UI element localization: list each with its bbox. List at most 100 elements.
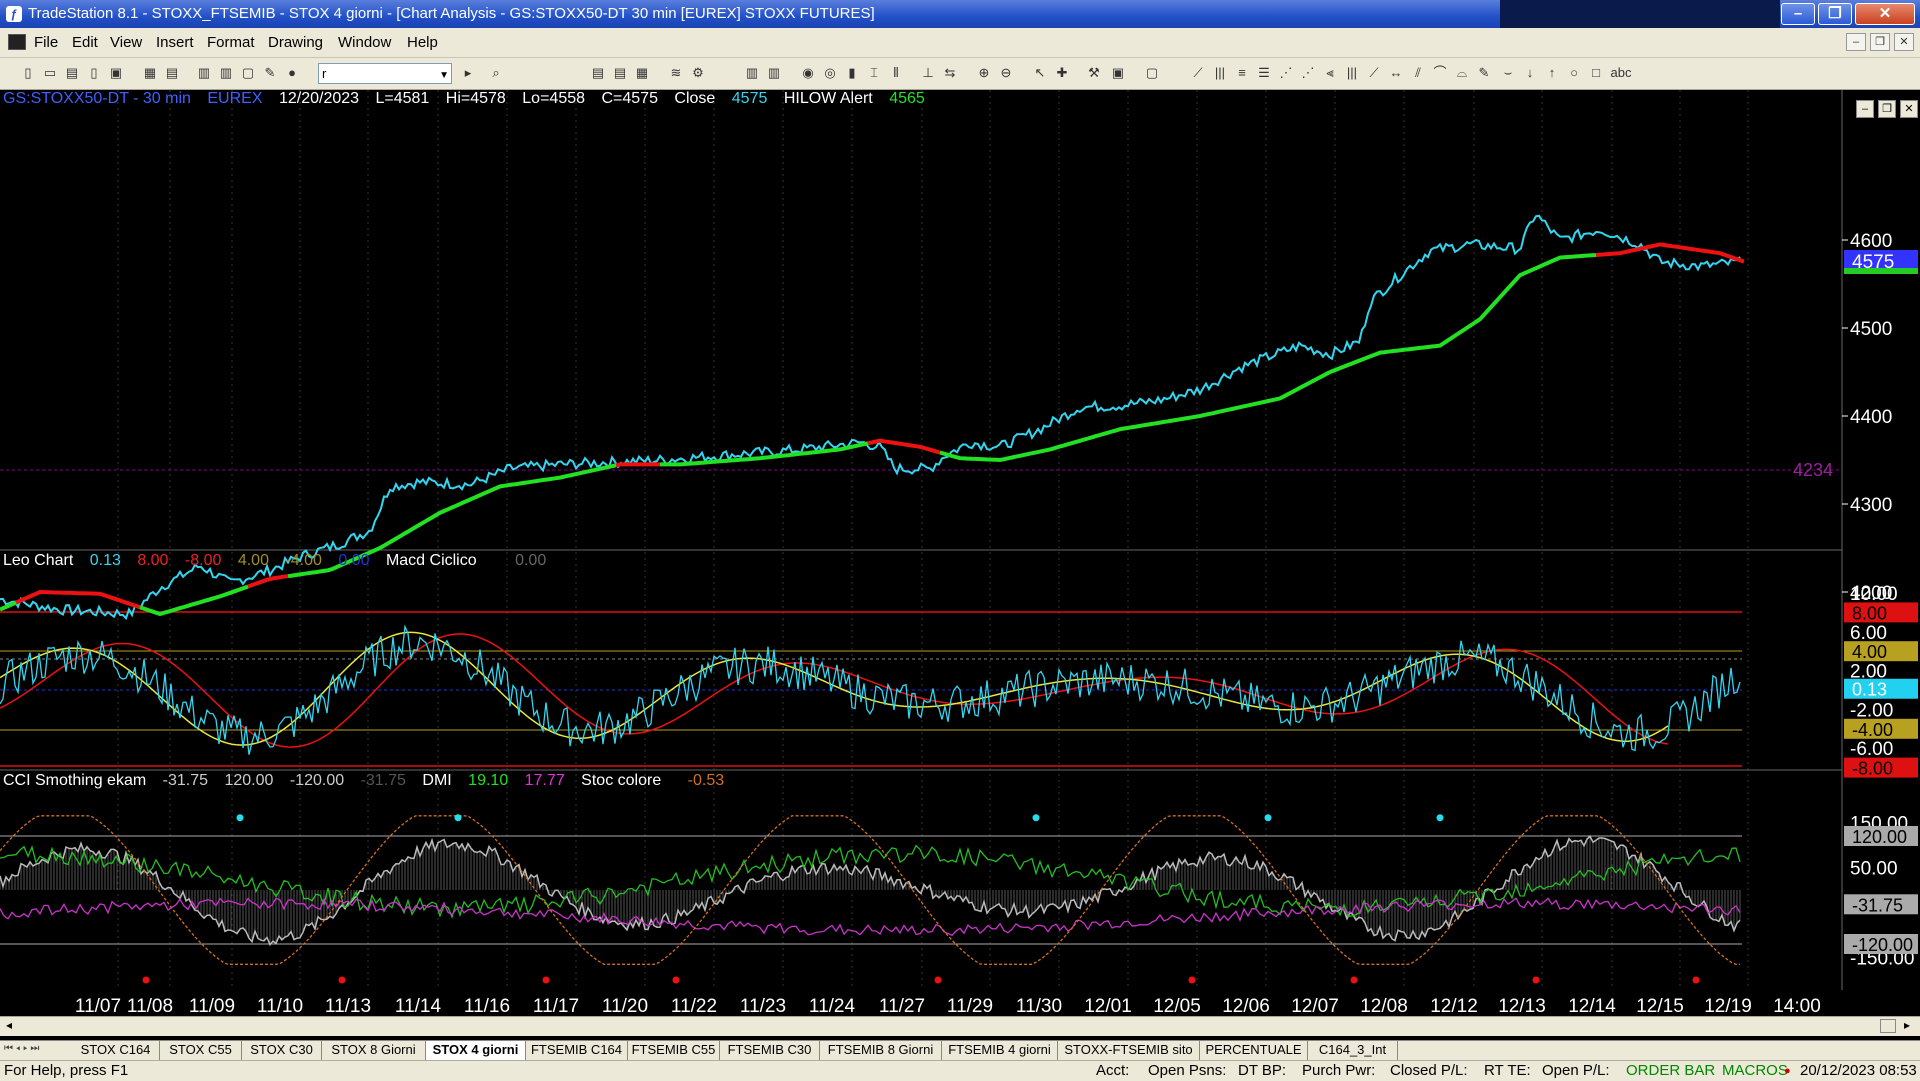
crosshair-icon[interactable]: ✚ [1056, 65, 1068, 80]
scroll-right-icon[interactable]: ▸ [1904, 1018, 1911, 1032]
tools-icon[interactable]: ⚒ [1088, 65, 1100, 80]
zoom-out-icon[interactable]: ⊖ [1000, 65, 1012, 80]
new-icon[interactable]: ▯ [24, 65, 32, 80]
snapshot-icon[interactable]: ▢ [1145, 65, 1159, 80]
pane-restore-button[interactable]: ❐ [1878, 100, 1896, 118]
parallel-lines-icon[interactable]: ⫽ [1415, 65, 1421, 80]
andrews-pitchfork-icon[interactable]: ⫷ [1326, 65, 1334, 80]
x-tick-label: 11/14 [395, 996, 442, 1016]
mdi-restore-button[interactable]: ❐ [1870, 33, 1890, 51]
symbol-dropdown[interactable]: r ▼ [318, 63, 452, 84]
go-arrow-icon[interactable]: ▸ [464, 65, 472, 80]
tab-stox-c164[interactable]: STOX C164 [72, 1041, 160, 1060]
status-order-bar[interactable]: ORDER BAR [1626, 1062, 1716, 1079]
menu-format[interactable]: Format [207, 34, 255, 51]
zoom-in-icon[interactable]: ⊕ [978, 65, 990, 80]
radar-icon[interactable]: ◉ [802, 65, 814, 80]
alert-value-label: 4565 [889, 90, 925, 107]
tab-ftsemib-c164[interactable]: FTSEMIB C164 [526, 1041, 628, 1060]
fibonacci-icon[interactable]: ☰ [1258, 65, 1270, 80]
scanner-icon[interactable]: ◎ [824, 65, 836, 80]
menu-insert[interactable]: Insert [156, 34, 194, 51]
horizontal-lines-icon[interactable]: ≡ [1238, 65, 1246, 80]
menu-view[interactable]: View [110, 34, 143, 51]
menu-help[interactable]: Help [407, 34, 438, 51]
mdi-close-button[interactable]: ✕ [1894, 33, 1914, 51]
tab-ftsemib-c55[interactable]: FTSEMIB C55 [628, 1041, 720, 1060]
chart-style-3-icon[interactable]: ▦ [635, 65, 649, 80]
chart-analysis-window[interactable]: 11/07 11/08 11/09 11/10 11/13 11/14 11/16 11/17… [0, 90, 1920, 1040]
new-workspace-icon[interactable]: ▯ [90, 65, 98, 80]
vertical-lines-icon[interactable]: ||| [1214, 65, 1226, 80]
menu-window[interactable]: Window [338, 34, 392, 51]
minimize-button[interactable]: – [1781, 3, 1815, 25]
arrow-up-icon[interactable]: ↑ [1548, 65, 1556, 80]
pencil-icon[interactable]: ✎ [1478, 65, 1490, 80]
maximize-button[interactable]: ❐ [1818, 3, 1852, 25]
tab-stox-4-giorni[interactable]: STOX 4 giorni [426, 1041, 526, 1060]
tab-ftsemib-c30[interactable]: FTSEMIB C30 [720, 1041, 820, 1060]
print-icon[interactable]: ▤ [165, 65, 179, 80]
lookup-icon[interactable]: ⌕ [492, 65, 500, 80]
drawing-props-icon[interactable]: ✎ [264, 65, 276, 80]
fib-time-icon[interactable]: ||| [1346, 65, 1358, 80]
insert-strategy-icon[interactable]: ▥ [745, 65, 759, 80]
arrow-both-icon[interactable]: ↔ [1389, 65, 1403, 80]
window-tile-icon[interactable]: ▥ [219, 65, 233, 80]
ellipse-icon[interactable]: ○ [1570, 65, 1578, 80]
status-macros[interactable]: MACROS [1722, 1062, 1788, 1079]
tab-ftsemib-8-giorni[interactable]: FTSEMIB 8 Giorni [820, 1041, 942, 1060]
candle-icon[interactable]: ▮ [848, 65, 856, 80]
curve-icon[interactable]: ⌣ [1503, 65, 1513, 80]
chart-window-icon[interactable] [8, 34, 26, 50]
speed-lines-icon[interactable]: ⋰ [1301, 65, 1315, 80]
chart-style-1-icon[interactable]: ▤ [591, 65, 605, 80]
chart-style-2-icon[interactable]: ▤ [613, 65, 627, 80]
scroll-thumb[interactable] [1880, 1019, 1896, 1033]
chevron-down-icon[interactable]: ▼ [439, 70, 449, 81]
data-window-icon[interactable]: ▣ [1111, 65, 1125, 80]
arrow-down-icon[interactable]: ↓ [1526, 65, 1534, 80]
tab-c164-3-int[interactable]: C164_3_Int [1308, 1041, 1398, 1060]
print-preview-icon[interactable]: ▦ [143, 65, 157, 80]
scroll-left-icon[interactable]: ◂ [6, 1018, 13, 1032]
lock-icon[interactable]: ▢ [241, 65, 255, 80]
tab-percentuale[interactable]: PERCENTUALE [1200, 1041, 1308, 1060]
menu-file[interactable]: File [34, 34, 59, 51]
menu-edit[interactable]: Edit [72, 34, 98, 51]
menu-drawing[interactable]: Drawing [268, 34, 324, 51]
tab-stox-8-giorni[interactable]: STOX 8 Giorni [322, 1041, 426, 1060]
osc-tick-label: 2.00 [1850, 662, 1887, 683]
tab-stox-c30[interactable]: STOX C30 [242, 1041, 322, 1060]
format-strategy-icon[interactable]: ▥ [767, 65, 781, 80]
regression-channel-icon[interactable]: ⟋ [1369, 65, 1379, 80]
open-icon[interactable]: ▭ [43, 65, 57, 80]
save-icon[interactable]: ▣ [109, 65, 123, 80]
pane-minimize-button[interactable]: – [1856, 100, 1874, 118]
colors-icon[interactable]: ● [288, 65, 296, 80]
format-analysis-icon[interactable]: ⚙ [692, 65, 704, 80]
bar-chart-icon[interactable]: ⌶ [870, 65, 878, 80]
close-button[interactable]: ✕ [1855, 3, 1915, 25]
pane-close-button[interactable]: ✕ [1900, 100, 1918, 118]
open-workspace-icon[interactable]: ▤ [65, 65, 79, 80]
insert-analysis-icon[interactable]: ≋ [670, 65, 682, 80]
window-link-icon[interactable]: ▥ [197, 65, 211, 80]
gann-fan-icon[interactable]: ⋰ [1279, 65, 1293, 80]
tab-stoxx-ftsemib-sito[interactable]: STOXX-FTSEMIB sito [1058, 1041, 1200, 1060]
trendline-icon[interactable]: ⟋ [1193, 65, 1203, 80]
rectangle-icon[interactable]: □ [1592, 65, 1600, 80]
columns-icon[interactable]: ⫴ [893, 65, 899, 80]
speed-arc-icon[interactable]: ⌓ [1456, 65, 1468, 80]
tab-ftsemib-4-giorni[interactable]: FTSEMIB 4 giorni [942, 1041, 1058, 1060]
chart-canvas[interactable]: 11/07 11/08 11/09 11/10 11/13 11/14 11/16 11/17… [0, 90, 1920, 1016]
ohlc-icon[interactable]: ⊥ [922, 65, 934, 80]
mdi-minimize-button[interactable]: – [1846, 33, 1866, 51]
tab-nav-icons[interactable]: ⏮ ◂ ▸ ⏭ [4, 1043, 40, 1054]
compress-icon[interactable]: ⇆ [944, 65, 956, 80]
text-tool-icon[interactable]: abc [1610, 65, 1632, 80]
arc-icon[interactable]: ⌒ [1433, 65, 1447, 80]
pointer-icon[interactable]: ↖ [1034, 65, 1046, 80]
horizontal-scrollbar[interactable]: ◂ ▸ [0, 1016, 1920, 1036]
tab-stox-c55[interactable]: STOX C55 [160, 1041, 242, 1060]
